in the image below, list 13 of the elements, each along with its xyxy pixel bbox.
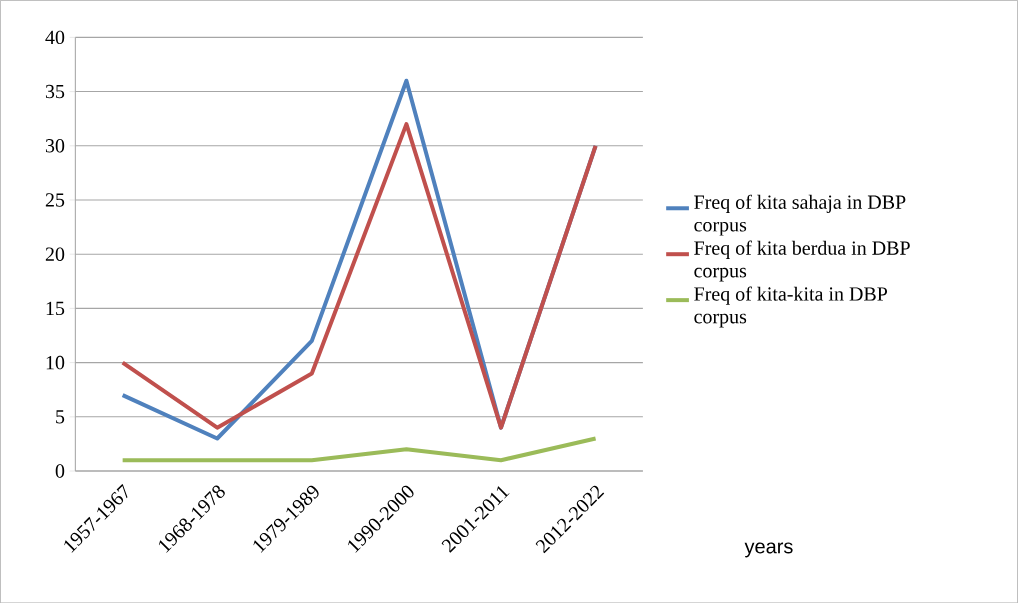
legend-label: Freq of kita sahaja in DBP corpus <box>694 194 906 236</box>
y-tick-label: 25 <box>45 193 65 207</box>
y-tick-label: 20 <box>45 247 65 261</box>
y-tick-label: 10 <box>46 355 65 370</box>
legend-label: Freq of kita berdua in DBP corpus <box>694 240 910 282</box>
y-tick-label: 35 <box>45 84 65 99</box>
legend-label: Freq of kita-kita in DBP corpus <box>694 286 888 328</box>
text: years <box>744 542 793 558</box>
y-tick-label: 5 <box>56 410 65 424</box>
y-tick-label: 0 <box>55 464 65 478</box>
y-tick-label: 30 <box>45 138 65 153</box>
y-tick-label: 40 <box>45 30 65 44</box>
y-tick-label: 15 <box>46 301 65 315</box>
